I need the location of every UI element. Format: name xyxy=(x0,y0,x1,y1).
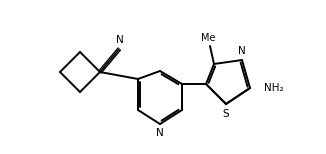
Text: NH₂: NH₂ xyxy=(264,83,284,93)
Text: N: N xyxy=(156,128,164,138)
Text: N: N xyxy=(116,35,124,45)
Text: N: N xyxy=(238,46,246,56)
Text: S: S xyxy=(223,109,229,119)
Text: Me: Me xyxy=(201,33,215,43)
